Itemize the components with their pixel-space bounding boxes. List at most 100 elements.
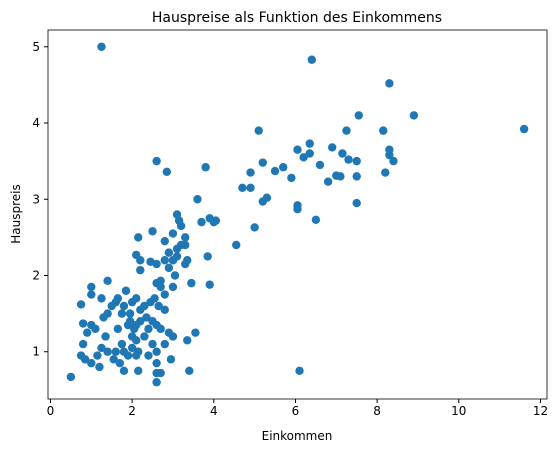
- point: [78, 339, 88, 349]
- x-tick-label: 10: [451, 404, 466, 418]
- point: [111, 347, 120, 356]
- x-tick-label: 4: [210, 404, 218, 418]
- point: [119, 347, 129, 356]
- point: [385, 79, 394, 88]
- point: [132, 336, 141, 345]
- point: [183, 336, 192, 345]
- point: [197, 217, 206, 227]
- x-tick-label: 0: [47, 404, 55, 418]
- point: [238, 183, 247, 193]
- y-tick-label: 1: [32, 345, 40, 359]
- chart-title: Hauspreise als Funktion des Einkommens: [152, 10, 442, 26]
- point: [156, 324, 165, 334]
- point: [250, 223, 259, 232]
- point: [97, 42, 106, 51]
- point: [187, 278, 196, 288]
- point: [123, 320, 133, 330]
- point: [91, 324, 100, 334]
- x-tick-label: 6: [292, 404, 300, 418]
- point: [152, 358, 161, 368]
- point: [185, 366, 194, 375]
- point: [385, 145, 394, 154]
- point: [146, 297, 155, 307]
- point: [315, 160, 325, 170]
- y-tick-label: 5: [32, 40, 40, 54]
- point: [168, 332, 178, 341]
- point: [381, 168, 390, 177]
- point: [117, 339, 127, 349]
- point: [232, 240, 241, 250]
- point: [101, 332, 110, 341]
- y-tick-label: 4: [32, 116, 40, 130]
- point: [152, 156, 161, 166]
- point: [172, 244, 182, 254]
- point: [134, 366, 143, 375]
- point: [323, 177, 333, 186]
- point: [164, 263, 174, 273]
- point: [193, 195, 202, 204]
- point: [140, 332, 149, 341]
- point: [352, 172, 361, 181]
- point: [140, 301, 149, 311]
- point: [293, 145, 302, 154]
- point: [164, 248, 174, 257]
- point: [246, 183, 255, 193]
- point: [78, 319, 88, 328]
- point: [287, 173, 296, 183]
- point: [160, 339, 169, 349]
- point: [142, 313, 151, 322]
- point: [299, 153, 308, 162]
- point: [152, 347, 161, 356]
- y-tick-label: 3: [32, 192, 40, 206]
- point: [160, 305, 169, 314]
- point: [87, 358, 96, 368]
- point: [132, 294, 141, 303]
- point: [99, 313, 108, 322]
- point: [127, 343, 137, 353]
- point: [246, 168, 255, 177]
- point: [132, 250, 141, 260]
- point: [201, 163, 210, 172]
- point: [156, 368, 165, 378]
- point: [160, 236, 169, 246]
- point: [119, 366, 129, 375]
- point: [97, 294, 106, 303]
- point: [103, 347, 112, 356]
- x-tick-label: 2: [128, 404, 136, 418]
- point: [262, 193, 272, 202]
- point: [156, 282, 165, 292]
- x-axis-label: Einkommen: [262, 429, 333, 443]
- point: [148, 339, 157, 349]
- point: [203, 252, 212, 261]
- point: [211, 216, 221, 225]
- point: [115, 358, 125, 368]
- point: [113, 324, 123, 334]
- point: [146, 257, 155, 266]
- point: [336, 172, 345, 181]
- point: [136, 265, 145, 275]
- point: [279, 163, 288, 172]
- x-tick-label: 8: [373, 404, 381, 418]
- point: [254, 126, 263, 135]
- point: [144, 324, 153, 334]
- point: [166, 355, 176, 364]
- point: [113, 294, 123, 303]
- point: [191, 328, 200, 337]
- point: [342, 126, 351, 135]
- point: [172, 252, 182, 261]
- point: [305, 149, 314, 158]
- point: [162, 167, 172, 177]
- point: [109, 355, 118, 364]
- point: [87, 282, 96, 292]
- point: [148, 317, 157, 326]
- point: [121, 286, 131, 295]
- point: [305, 139, 314, 148]
- point: [352, 198, 361, 208]
- point: [181, 233, 190, 242]
- point: [338, 149, 347, 158]
- point: [129, 324, 139, 334]
- point: [87, 290, 96, 299]
- point: [95, 362, 104, 372]
- point: [183, 256, 192, 265]
- point: [144, 351, 153, 360]
